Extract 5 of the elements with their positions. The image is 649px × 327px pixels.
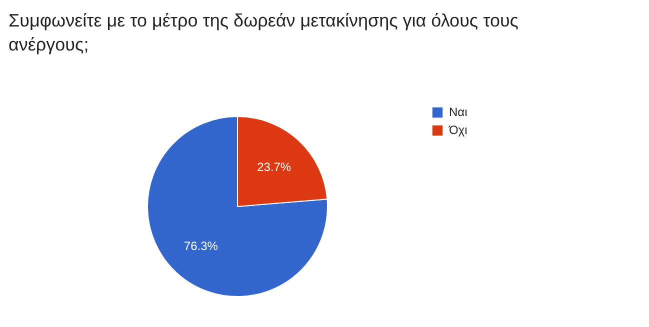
legend-label: Όχι [449,123,468,137]
legend-label: Ναι [449,105,468,119]
data-label: 76.3% [184,239,218,254]
chart-title: Συμφωνείτε με το μέτρο της δωρεάν μετακίνησης για όλους τους ανέργους; [8,10,519,54]
data-label: 23.7% [257,160,292,174]
